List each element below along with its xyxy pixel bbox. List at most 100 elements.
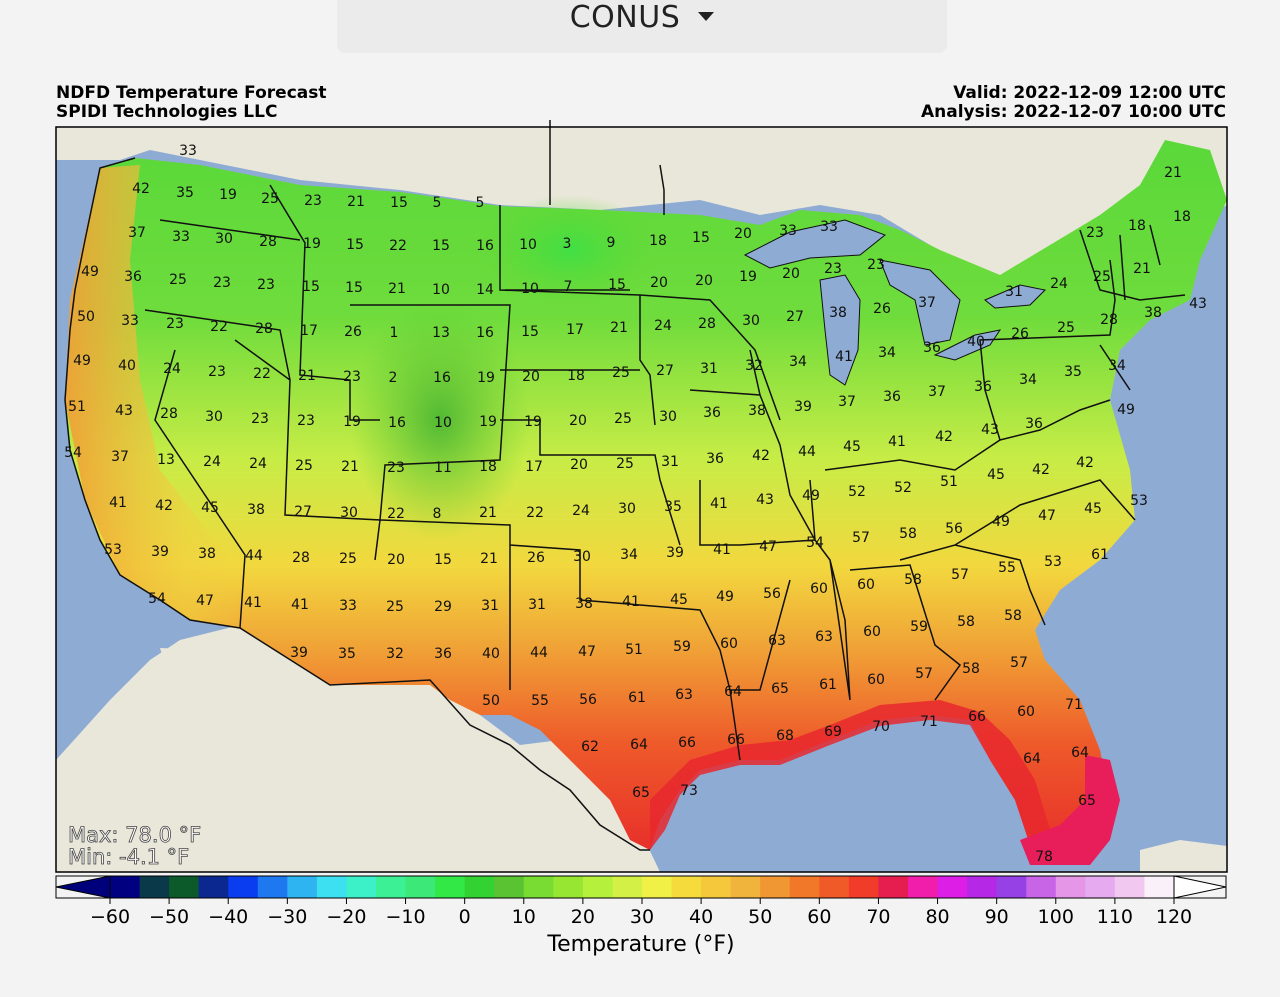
temperature-value-label: 15 (345, 280, 363, 296)
temperature-value-label: 23 (166, 316, 184, 332)
map-org: SPIDI Technologies LLC (56, 102, 278, 122)
temperature-value-label: 42 (1076, 455, 1094, 471)
temperature-value-label: 57 (852, 530, 870, 546)
temperature-value-label: 70 (872, 719, 890, 735)
temperature-value-label: 60 (810, 581, 828, 597)
temperature-value-label: 24 (203, 454, 221, 470)
temperature-value-label: 50 (77, 309, 95, 325)
baja-land (160, 648, 290, 872)
temperature-value-label: 41 (835, 349, 853, 365)
temperature-value-label: 28 (1100, 312, 1118, 328)
temperature-value-label: 71 (1065, 697, 1083, 713)
temperature-value-label: 25 (386, 599, 404, 615)
temperature-value-label: 19 (524, 414, 542, 430)
temperature-value-label: 27 (786, 309, 804, 325)
florida-hot (1020, 755, 1120, 865)
temperature-value-label: 36 (974, 379, 992, 395)
temperature-value-label: 34 (878, 345, 896, 361)
temperature-value-label: 39 (151, 544, 169, 560)
temperature-value-label: 44 (798, 444, 816, 460)
temperature-value-label: 54 (148, 591, 166, 607)
temperature-value-label: 29 (434, 599, 452, 615)
temperature-value-label: 58 (957, 614, 975, 630)
lake-huron (879, 259, 961, 346)
region-select[interactable]: CONUS (337, 0, 947, 53)
lake-michigan (819, 274, 861, 386)
temperature-value-label: 23 (343, 369, 361, 385)
temperature-value-label: 15 (346, 237, 364, 253)
temperature-value-label: 31 (481, 598, 499, 614)
temperature-value-label: 65 (1078, 793, 1096, 809)
temperature-value-label: 25 (1057, 320, 1075, 336)
temperature-value-label: 51 (940, 474, 958, 490)
temperature-value-label: 37 (928, 384, 946, 400)
temperature-value-label: 49 (992, 514, 1010, 530)
colorbar-over-arrow (1173, 875, 1227, 899)
temperature-value-label: 16 (476, 325, 494, 341)
temperature-value-label: 25 (616, 456, 634, 472)
temperature-value-label: 55 (531, 693, 549, 709)
colorbar-segments (110, 876, 1175, 898)
colorbar-tick-label: 80 (925, 906, 949, 928)
temperature-value-label: 41 (710, 496, 728, 512)
temperature-value-label: 58 (899, 526, 917, 542)
caret-down-icon[interactable] (698, 12, 715, 21)
temperature-value-label: 20 (695, 273, 713, 289)
max-temp-label: Max: 78.0 °F (68, 823, 201, 847)
colorbar-tick-label: 70 (866, 906, 890, 928)
temperature-value-label: 18 (479, 459, 497, 475)
temperature-value-label: 20 (734, 226, 752, 242)
temperature-value-label: 59 (673, 639, 691, 655)
temperature-value-label: 47 (578, 644, 596, 660)
temperature-value-label: 41 (109, 495, 127, 511)
temperature-value-label: 54 (64, 445, 82, 461)
temperature-value-label: 73 (680, 783, 698, 799)
colorbar-segment (582, 876, 613, 898)
temperature-value-label: 3 (563, 236, 572, 252)
temperature-value-label: 56 (763, 586, 781, 602)
temperature-value-label: 19 (343, 414, 361, 430)
temperature-value-label: 60 (863, 624, 881, 640)
colorbar-under-arrow (55, 875, 111, 899)
colorbar-tick-label: −40 (208, 906, 248, 928)
colorbar-tick-label: 110 (1097, 906, 1133, 928)
temperature-value-label: 26 (1011, 326, 1029, 342)
temperature-value-label: 66 (727, 732, 745, 748)
analysis-time: Analysis: 2022-12-07 10:00 UTC (921, 102, 1226, 122)
temperature-value-label: 36 (1025, 416, 1043, 432)
temperature-value-label: 21 (480, 551, 498, 567)
temperature-value-label: 78 (1035, 849, 1053, 865)
temperature-value-label: 21 (479, 505, 497, 521)
temperature-value-label: 23 (251, 411, 269, 427)
temperature-value-label: 13 (432, 325, 450, 341)
lake-ontario (984, 284, 1047, 309)
temperature-value-label: 19 (479, 414, 497, 430)
colorbar-title: Temperature (°F) (546, 932, 734, 957)
temperature-value-label: 16 (433, 370, 451, 386)
temperature-value-label: 36 (434, 646, 452, 662)
temperature-value-label: 21 (1133, 261, 1151, 277)
temperature-value-label: 65 (632, 785, 650, 801)
temperature-value-label: 22 (210, 319, 228, 335)
colorbar-segment (671, 876, 702, 898)
temperature-value-label: 19 (739, 269, 757, 285)
temperature-value-label: 30 (340, 505, 358, 521)
temperature-value-label: 35 (1064, 364, 1082, 380)
temperature-value-label: 5 (433, 195, 442, 211)
temperature-value-label: 34 (1108, 358, 1126, 374)
temperature-value-label: 33 (779, 223, 797, 239)
map-title: NDFD Temperature Forecast (56, 83, 327, 103)
temperature-value-label: 56 (579, 692, 597, 708)
temperature-value-label: 45 (1084, 501, 1102, 517)
colorbar-segment (819, 876, 850, 898)
cuba-land (1140, 840, 1227, 872)
colorbar-tick-label: 100 (1038, 906, 1074, 928)
temperature-value-label: 23 (1086, 225, 1104, 241)
temperature-value-label: 23 (304, 193, 322, 209)
temperature-value-label: 43 (756, 492, 774, 508)
temperature-value-label: 20 (570, 457, 588, 473)
temperature-value-label: 34 (1019, 372, 1037, 388)
temperature-value-label: 50 (482, 693, 500, 709)
valid-time: Valid: 2022-12-09 12:00 UTC (953, 83, 1226, 103)
